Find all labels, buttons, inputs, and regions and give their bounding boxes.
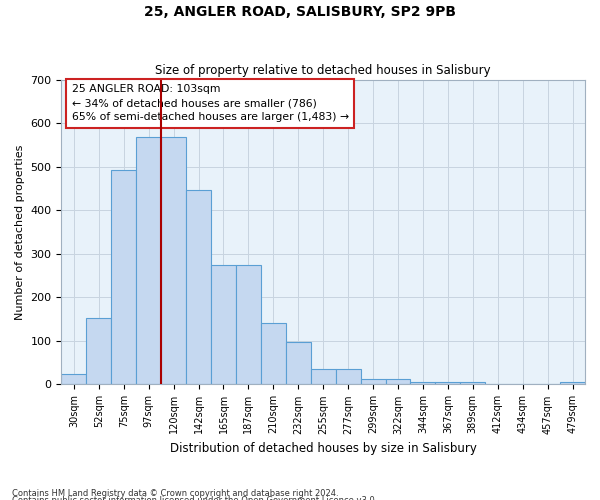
Bar xyxy=(361,379,386,384)
Bar xyxy=(286,342,311,384)
Bar xyxy=(560,382,585,384)
Text: 25, ANGLER ROAD, SALISBURY, SP2 9PB: 25, ANGLER ROAD, SALISBURY, SP2 9PB xyxy=(144,5,456,19)
Bar xyxy=(410,382,436,384)
Bar xyxy=(86,318,111,384)
Text: Contains HM Land Registry data © Crown copyright and database right 2024.: Contains HM Land Registry data © Crown c… xyxy=(12,488,338,498)
Bar xyxy=(311,369,335,384)
Bar xyxy=(211,264,236,384)
Bar xyxy=(61,374,86,384)
Bar xyxy=(111,170,136,384)
Bar xyxy=(335,369,361,384)
X-axis label: Distribution of detached houses by size in Salisbury: Distribution of detached houses by size … xyxy=(170,442,476,455)
Bar xyxy=(386,379,410,384)
Bar xyxy=(186,190,211,384)
Bar xyxy=(460,382,485,384)
Y-axis label: Number of detached properties: Number of detached properties xyxy=(15,144,25,320)
Bar xyxy=(261,324,286,384)
Bar xyxy=(136,137,161,384)
Bar xyxy=(161,137,186,384)
Text: 25 ANGLER ROAD: 103sqm
← 34% of detached houses are smaller (786)
65% of semi-de: 25 ANGLER ROAD: 103sqm ← 34% of detached… xyxy=(72,84,349,122)
Bar xyxy=(436,382,460,384)
Text: Contains public sector information licensed under the Open Government Licence v3: Contains public sector information licen… xyxy=(12,496,377,500)
Title: Size of property relative to detached houses in Salisbury: Size of property relative to detached ho… xyxy=(155,64,491,77)
Bar xyxy=(236,264,261,384)
